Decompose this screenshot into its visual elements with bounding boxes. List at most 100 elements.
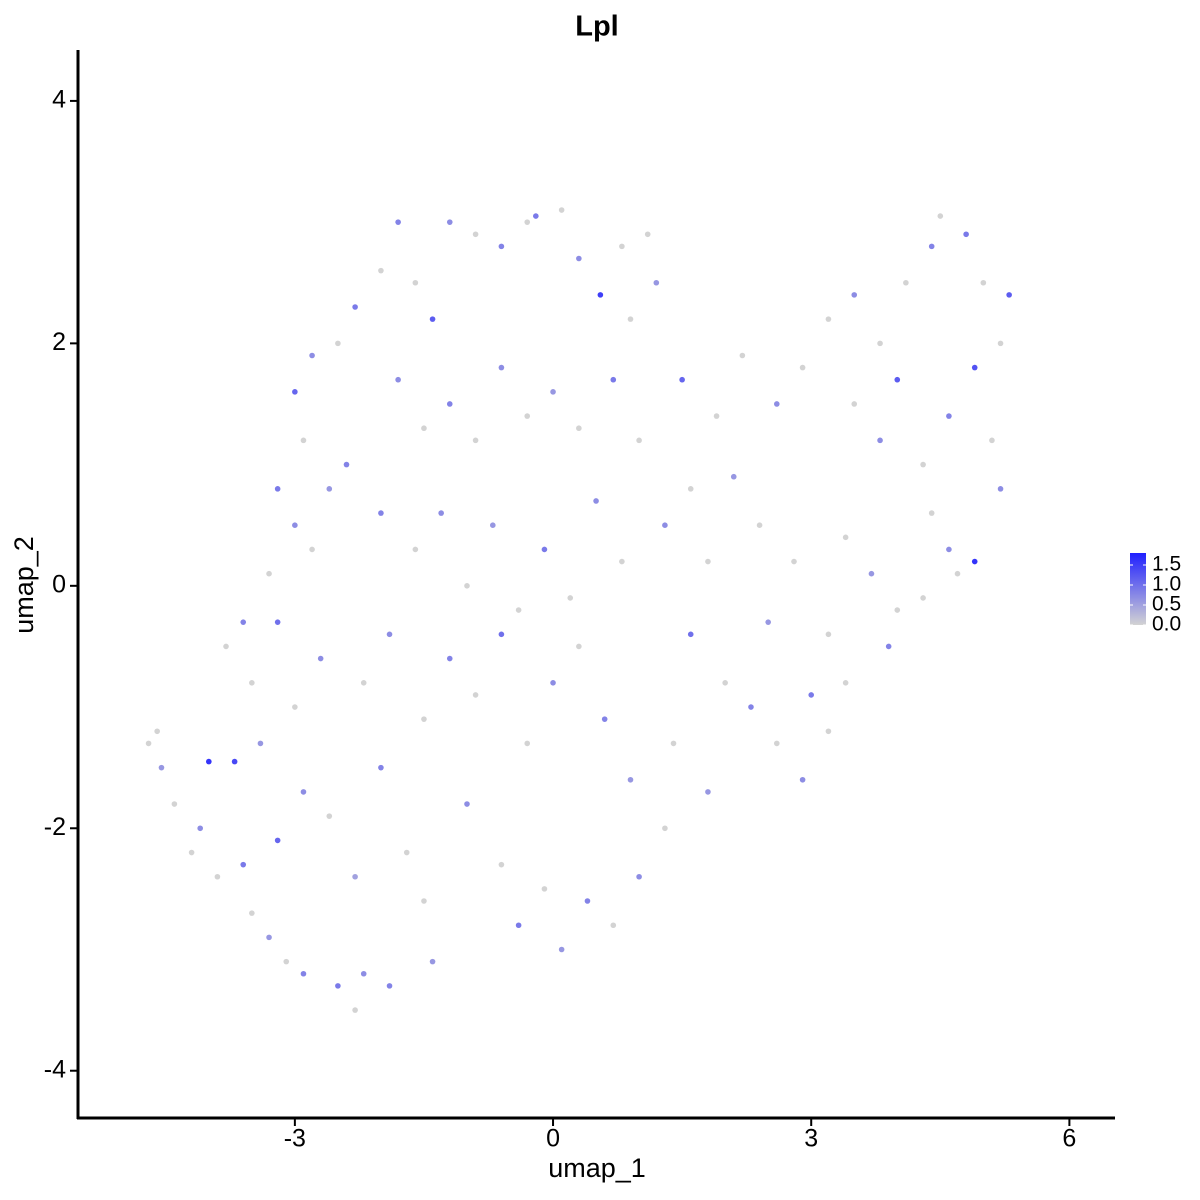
point bbox=[670, 740, 677, 747]
point bbox=[877, 437, 883, 444]
point bbox=[808, 692, 815, 698]
point bbox=[490, 522, 496, 529]
point bbox=[799, 776, 806, 783]
y-tick-label: 2 bbox=[52, 328, 66, 356]
x-tick-label: 0 bbox=[546, 1125, 560, 1153]
point bbox=[610, 922, 617, 929]
point bbox=[825, 316, 832, 322]
y-axis-label: umap_2 bbox=[9, 536, 39, 634]
point bbox=[498, 631, 505, 638]
point bbox=[799, 364, 806, 371]
point bbox=[687, 486, 694, 492]
point bbox=[842, 679, 849, 686]
point bbox=[472, 231, 479, 238]
point bbox=[335, 340, 341, 347]
point bbox=[446, 219, 453, 225]
point bbox=[576, 425, 582, 432]
point bbox=[464, 583, 470, 589]
point bbox=[257, 740, 264, 747]
point bbox=[403, 849, 410, 856]
point bbox=[980, 279, 987, 286]
point bbox=[627, 776, 634, 783]
point bbox=[687, 631, 694, 638]
y-tick-label: -4 bbox=[44, 1055, 66, 1083]
point bbox=[739, 352, 746, 359]
point bbox=[946, 413, 952, 419]
point bbox=[309, 352, 315, 359]
colorbar-label: 0.5 bbox=[1152, 593, 1181, 616]
point bbox=[498, 861, 505, 868]
point bbox=[636, 437, 642, 444]
point bbox=[937, 213, 944, 219]
point bbox=[231, 758, 238, 765]
point bbox=[730, 473, 737, 480]
point bbox=[903, 279, 909, 286]
point bbox=[524, 219, 531, 225]
point bbox=[558, 207, 565, 213]
point bbox=[851, 292, 858, 298]
point bbox=[997, 486, 1004, 492]
point bbox=[300, 789, 307, 795]
point bbox=[541, 546, 548, 553]
colorbar bbox=[1130, 553, 1146, 625]
point bbox=[868, 570, 875, 577]
point bbox=[989, 437, 995, 444]
point bbox=[274, 837, 281, 844]
point bbox=[971, 364, 978, 371]
point bbox=[894, 607, 901, 613]
point bbox=[842, 534, 849, 541]
point bbox=[1006, 292, 1012, 298]
point bbox=[446, 401, 453, 407]
point bbox=[920, 595, 926, 601]
point bbox=[894, 376, 901, 383]
point bbox=[885, 643, 892, 650]
point bbox=[515, 607, 522, 613]
point bbox=[360, 679, 367, 686]
point bbox=[877, 340, 883, 347]
colorbar-label: 1.5 bbox=[1152, 553, 1181, 576]
point bbox=[421, 425, 427, 432]
point bbox=[378, 510, 384, 516]
point bbox=[446, 655, 453, 662]
point bbox=[610, 376, 617, 383]
point bbox=[722, 679, 728, 686]
point bbox=[214, 873, 221, 880]
point bbox=[249, 910, 255, 916]
point bbox=[773, 401, 780, 407]
point bbox=[240, 861, 247, 868]
x-tick-label: 3 bbox=[804, 1125, 818, 1153]
y-tick-label: 4 bbox=[52, 86, 66, 114]
point bbox=[309, 546, 315, 553]
point bbox=[300, 970, 307, 977]
point bbox=[636, 873, 642, 880]
point bbox=[541, 886, 548, 892]
point bbox=[498, 243, 505, 250]
colorbar-label: 1.0 bbox=[1152, 573, 1181, 596]
point bbox=[644, 231, 651, 238]
point bbox=[292, 389, 298, 395]
point bbox=[705, 789, 711, 795]
point bbox=[158, 764, 165, 771]
point bbox=[593, 498, 599, 504]
point bbox=[773, 740, 780, 747]
point bbox=[326, 813, 333, 819]
point bbox=[472, 692, 479, 698]
point bbox=[765, 619, 771, 625]
x-axis-label: umap_1 bbox=[548, 1153, 646, 1183]
point bbox=[928, 243, 935, 250]
point bbox=[515, 922, 522, 929]
y-tick-label: 0 bbox=[52, 570, 66, 598]
point bbox=[352, 873, 358, 880]
point bbox=[352, 1007, 358, 1013]
point bbox=[317, 655, 324, 662]
point bbox=[360, 970, 367, 977]
point bbox=[653, 279, 660, 286]
point bbox=[851, 401, 858, 407]
point bbox=[619, 243, 625, 250]
point bbox=[378, 267, 384, 274]
point bbox=[438, 510, 444, 516]
point bbox=[274, 619, 281, 625]
point bbox=[825, 728, 832, 735]
point bbox=[206, 758, 212, 765]
point bbox=[679, 376, 685, 383]
